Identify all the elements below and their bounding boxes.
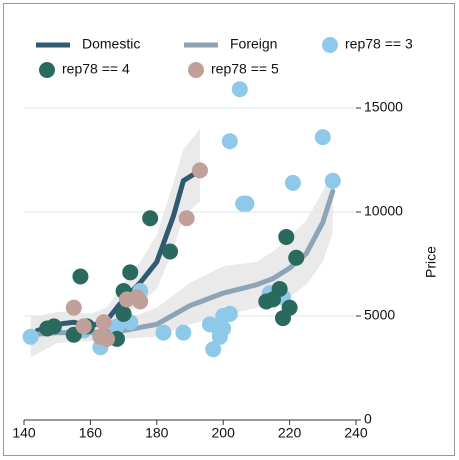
point	[45, 318, 62, 335]
point	[238, 195, 255, 212]
legend-label: Domestic	[82, 36, 140, 52]
point	[281, 299, 298, 316]
point	[288, 249, 305, 266]
frame	[3, 3, 455, 456]
point	[221, 305, 238, 322]
point	[211, 324, 228, 341]
legend-marker	[322, 37, 338, 53]
legend-label: Foreign	[230, 36, 277, 52]
point	[284, 174, 301, 191]
point	[271, 280, 288, 297]
legend-marker	[39, 62, 55, 78]
x-tick-label: 220	[278, 425, 302, 441]
legend-label: rep78 == 4	[62, 61, 130, 77]
point	[178, 210, 195, 227]
point	[221, 133, 238, 150]
point	[278, 228, 295, 245]
point	[108, 318, 125, 335]
point	[162, 243, 179, 260]
point	[72, 268, 89, 285]
point	[99, 330, 115, 347]
y-tick-label: 0	[364, 411, 372, 427]
x-tick-label: 240	[344, 425, 368, 441]
point	[205, 341, 222, 358]
point	[22, 328, 39, 345]
x-tick-label: 140	[12, 425, 36, 441]
x-tick-label: 160	[79, 425, 103, 441]
point	[191, 162, 208, 179]
x-tick-label: 200	[212, 425, 236, 441]
y-axis-label: Price	[423, 246, 439, 278]
y-tick-label: 5000	[364, 307, 395, 323]
point	[155, 324, 172, 341]
point	[142, 210, 159, 227]
point	[175, 324, 192, 341]
y-tick-label: 10000	[364, 203, 403, 219]
point	[115, 305, 132, 322]
point	[132, 293, 149, 310]
point	[324, 172, 341, 189]
point	[65, 299, 82, 316]
legend-label: rep78 == 5	[211, 61, 279, 77]
point	[314, 129, 331, 146]
point	[231, 81, 248, 98]
x-tick-label: 180	[145, 425, 169, 441]
y-tick-label: 15000	[364, 99, 403, 115]
legend-label: rep78 == 3	[345, 36, 413, 52]
point	[95, 314, 112, 331]
point	[75, 318, 92, 335]
legend-marker	[188, 62, 204, 78]
confidence-band	[30, 170, 333, 358]
point	[122, 264, 139, 281]
